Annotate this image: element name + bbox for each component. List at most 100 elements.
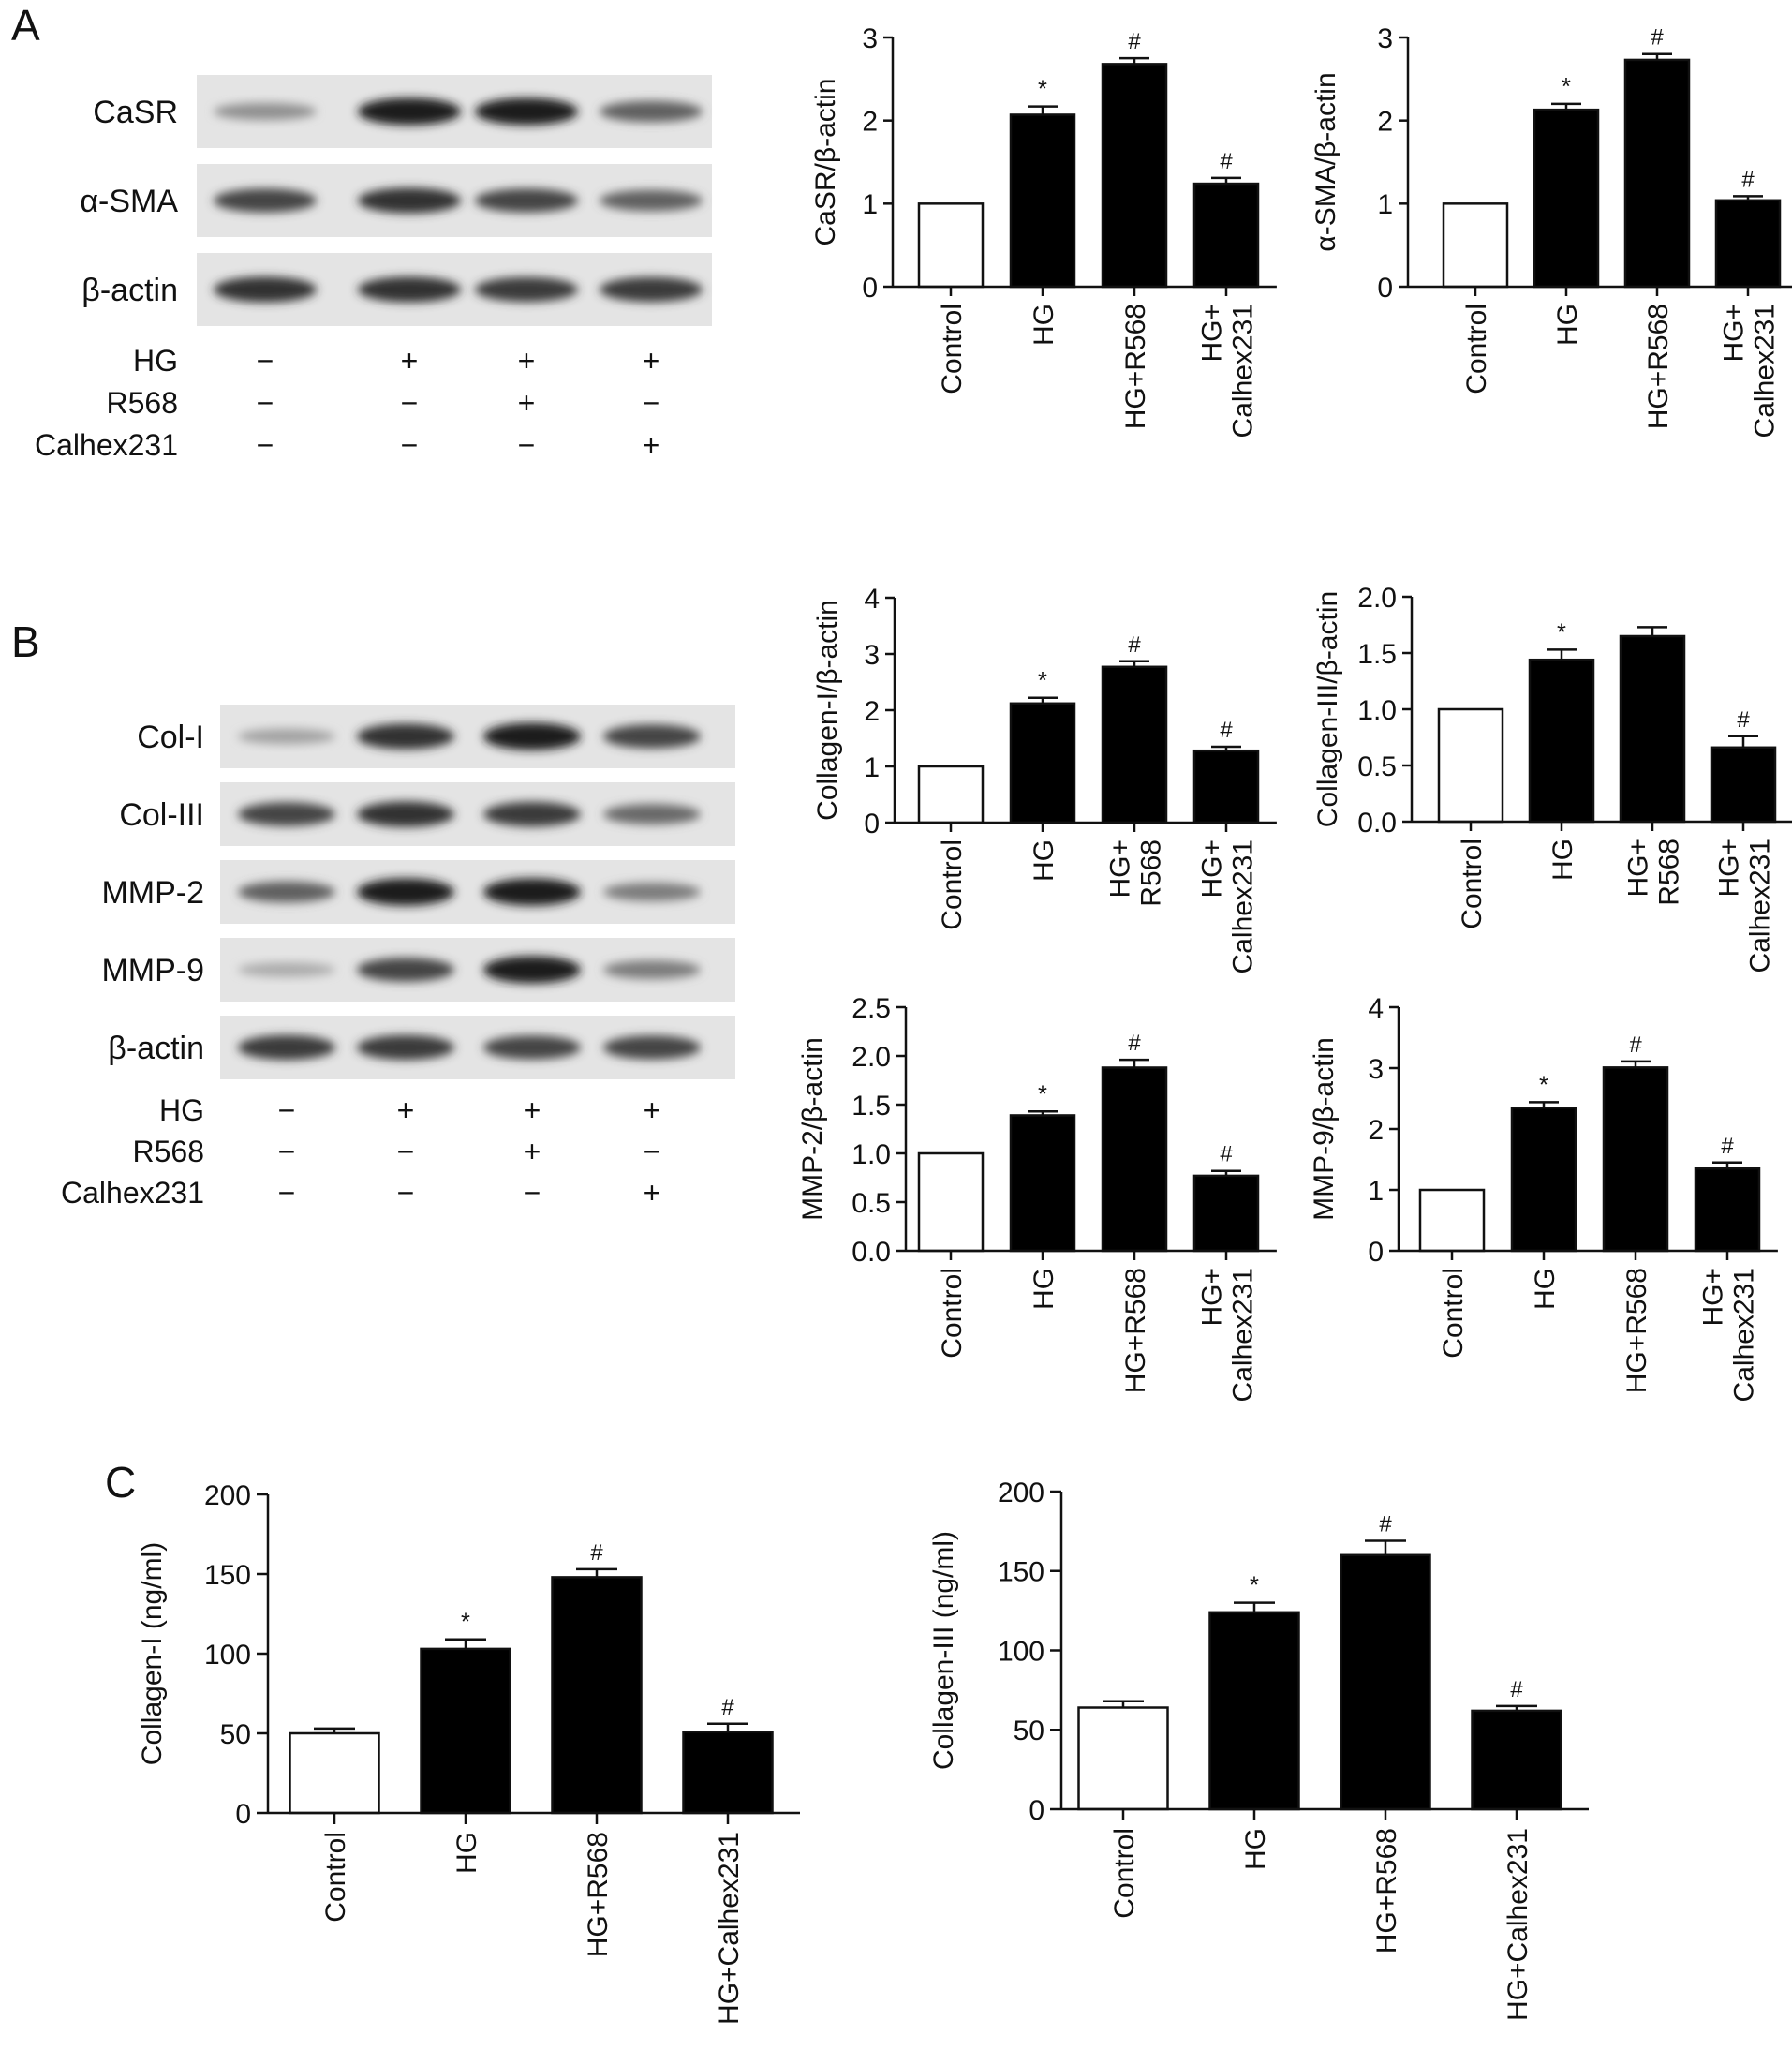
y-tick-label: 0	[235, 1799, 251, 1830]
y-axis-label: MMP-9/β-actin	[1309, 1037, 1340, 1221]
y-tick-label: 2.0	[852, 1042, 891, 1073]
x-tick-label: Calhex231	[1227, 304, 1258, 438]
treatment-sign: +	[518, 386, 536, 420]
chart-casr: 0 1 2 3 CaSR/β-actin * # # Control HG HG+R568 HG+ Ca…	[810, 23, 1277, 438]
bar-hg-r568	[1101, 1066, 1168, 1253]
treatment-sign: +	[524, 1093, 541, 1127]
significance-marker: *	[1038, 1081, 1047, 1107]
y-axis-label: MMP-2/β-actin	[801, 1037, 828, 1221]
y-tick-label: 1.5	[1357, 639, 1397, 670]
bar-hg-r568	[1340, 1553, 1431, 1811]
y-tick-label: 1	[1368, 1176, 1384, 1207]
significance-marker: *	[1038, 77, 1047, 103]
treatment-sign: −	[278, 1093, 296, 1127]
x-tick-label: HG+	[1718, 304, 1749, 363]
bar-hg	[1009, 113, 1076, 289]
x-tick-label: HG+R568	[583, 1832, 614, 1957]
treatment-sign: +	[518, 344, 536, 378]
western-blot-a: CaSR α-SMA β-actin HG − + + + R568 − − + − Calhex231 −…	[35, 75, 712, 462]
y-tick-label: 2	[864, 696, 880, 727]
y-tick-label: 1	[1377, 189, 1393, 220]
treatment-label-r568: R568	[107, 386, 179, 420]
bar-control	[1418, 1188, 1486, 1253]
treatment-sign: −	[401, 428, 419, 462]
x-tick-label: HG	[1029, 839, 1059, 882]
significance-marker: #	[1721, 1134, 1734, 1159]
blot-band	[603, 804, 701, 824]
bar-hg-r568	[1619, 634, 1686, 824]
chart-mmp-2: 0.0 0.5 1.0 1.5 2.0 2.5 MMP-2/β-actin * # # Contro…	[801, 993, 1277, 1402]
bar-hg-calhex231	[1694, 1167, 1761, 1253]
y-tick-label: 0	[1029, 1795, 1044, 1826]
bar-control	[1437, 707, 1504, 824]
y-tick-label: 4	[864, 584, 880, 615]
bar-control	[917, 765, 985, 824]
blot-band	[358, 187, 461, 214]
blot-band	[483, 956, 581, 984]
y-tick-label: 0	[864, 809, 880, 839]
blot-band	[603, 959, 701, 980]
panel-letter-c: C	[105, 1458, 137, 1507]
x-tick-label: R568	[1653, 839, 1684, 906]
panel-letter-a: A	[11, 1, 40, 50]
y-tick-label: 150	[998, 1557, 1044, 1588]
blot-band	[603, 724, 701, 749]
x-tick-label: HG	[1552, 304, 1583, 346]
significance-marker: #	[1379, 1512, 1392, 1538]
bar-hg-calhex231	[1471, 1709, 1562, 1811]
blot-row-label: MMP-9	[101, 953, 204, 988]
significance-marker: *	[1038, 668, 1047, 694]
blot-row-label: MMP-2	[101, 875, 204, 911]
bar-hg-r568	[551, 1576, 643, 1815]
significance-marker: *	[461, 1610, 470, 1636]
treatment-label-r568: R568	[133, 1135, 205, 1168]
significance-marker: #	[1651, 25, 1664, 51]
blot-row-label: α-SMA	[80, 184, 178, 219]
blot-band	[238, 802, 335, 826]
blot-band	[475, 276, 578, 303]
blot-band	[214, 102, 317, 121]
significance-marker: *	[1557, 619, 1566, 646]
y-tick-label: 2.0	[1357, 583, 1397, 614]
significance-marker: #	[1220, 149, 1233, 174]
x-tick-label: HG	[1240, 1828, 1271, 1870]
significance-marker: #	[1629, 1032, 1642, 1058]
bar-hg-r568	[1602, 1066, 1669, 1253]
bar-hg	[1009, 702, 1076, 824]
y-tick-label: 50	[1014, 1716, 1044, 1746]
y-tick-label: 1.0	[1357, 695, 1397, 726]
treatment-sign: +	[401, 344, 419, 378]
treatment-sign: −	[278, 1135, 296, 1168]
blot-band	[214, 188, 317, 213]
blot-row-label: β-actin	[81, 273, 178, 308]
bar-hg-r568	[1623, 58, 1691, 289]
blot-band	[475, 97, 578, 126]
significance-marker: #	[1220, 718, 1233, 743]
x-tick-label: Control	[1438, 1268, 1469, 1359]
bar-hg-calhex231	[1192, 182, 1260, 289]
x-tick-label: HG+	[1713, 839, 1744, 898]
bar-control	[917, 1151, 985, 1253]
y-axis-label: Collagen-I/β-actin	[812, 600, 843, 821]
bar-hg-calhex231	[682, 1731, 774, 1815]
y-axis-label: Collagen-III (ng/ml)	[928, 1531, 959, 1770]
bar-hg	[1208, 1611, 1300, 1811]
y-tick-label: 2	[1368, 1115, 1384, 1146]
treatment-sign: +	[644, 1093, 661, 1127]
bar-hg	[1528, 658, 1595, 824]
x-tick-label: Calhex231	[1749, 304, 1780, 438]
western-blot-b: Col-I Col-III MMP-2 MMP-9 β-actin HG − + + + R568 −…	[61, 705, 735, 1210]
x-tick-label: HG	[1548, 839, 1578, 881]
significance-marker: #	[1128, 29, 1141, 54]
y-tick-label: 2.5	[852, 993, 891, 1024]
x-tick-label: Calhex231	[1744, 839, 1775, 973]
treatment-label-hg: HG	[159, 1093, 204, 1127]
treatment-sign: −	[257, 428, 274, 462]
bar-hg	[1009, 1114, 1076, 1253]
y-tick-label: 50	[220, 1719, 251, 1750]
blot-band	[603, 882, 701, 902]
y-tick-label: 1	[862, 189, 878, 220]
y-tick-label: 3	[862, 23, 878, 54]
x-tick-label: HG	[1029, 1268, 1059, 1310]
